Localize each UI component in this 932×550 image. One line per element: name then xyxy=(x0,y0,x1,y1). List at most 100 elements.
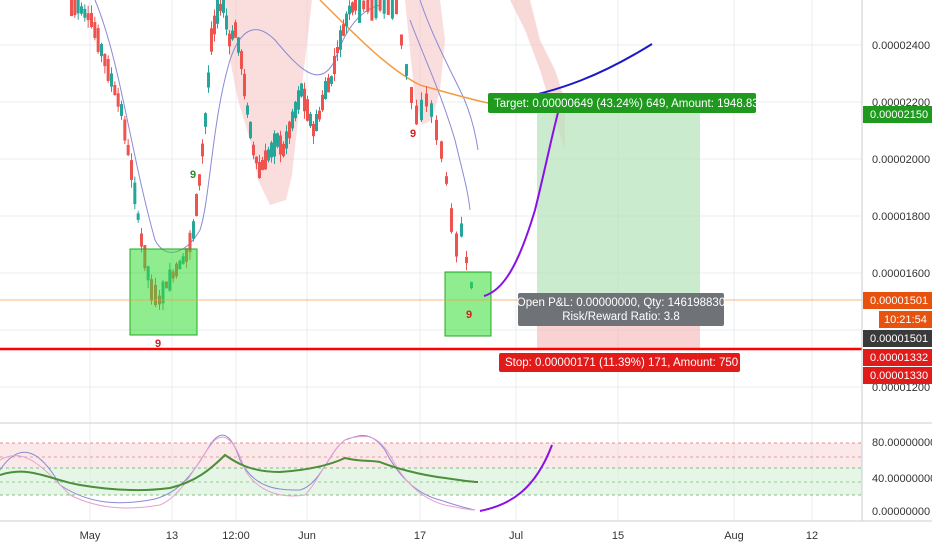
price-tick: 0.00001600 xyxy=(872,268,930,280)
target-price-badge xyxy=(863,106,932,123)
candle-body xyxy=(264,150,267,170)
candle-body xyxy=(303,88,306,112)
candle-body xyxy=(455,233,458,257)
cloud-left xyxy=(225,0,312,205)
cloud-right xyxy=(510,0,565,150)
td-count-red-mid: 9 xyxy=(410,128,416,140)
candle-body xyxy=(201,143,204,157)
candle-body xyxy=(282,143,285,157)
candle-body xyxy=(86,13,90,21)
pnl-label-box[interactable] xyxy=(518,293,724,326)
candle-body xyxy=(70,0,73,17)
candle-body xyxy=(440,141,443,159)
candle-body xyxy=(425,93,428,107)
price-axis[interactable]: 0.00002400 0.00002200 0.00002000 0.00001… xyxy=(872,40,930,394)
candle-body xyxy=(445,176,448,184)
stop-price-text-a: 0.00001332 xyxy=(870,352,928,364)
price-tick: 0.00002400 xyxy=(872,40,930,52)
candle-body xyxy=(430,103,433,117)
last-price-text: 0.00001501 xyxy=(870,333,928,345)
osc-pink-line xyxy=(0,435,476,511)
time-tick: 12 xyxy=(806,530,818,542)
candle-body xyxy=(386,0,390,15)
candle-body xyxy=(188,232,192,253)
countdown-text: 10:21:54 xyxy=(884,314,927,326)
candle-body xyxy=(222,0,225,14)
highlight-box-right[interactable] xyxy=(444,271,492,337)
candle-body xyxy=(390,0,394,19)
time-tick: 12:00 xyxy=(222,530,250,542)
candle-body xyxy=(288,121,291,139)
candle-body xyxy=(267,149,270,161)
candle-body xyxy=(370,0,374,21)
candle-body xyxy=(76,0,80,14)
candle-body xyxy=(366,0,370,12)
candle-body xyxy=(333,55,336,75)
candle-body xyxy=(228,33,231,47)
moving-averages xyxy=(94,0,489,253)
osc-band-upper xyxy=(0,443,862,468)
candle-body xyxy=(378,0,382,11)
candle-body xyxy=(126,144,130,156)
candle-body xyxy=(204,113,207,127)
candle-body xyxy=(210,28,213,52)
cloud xyxy=(225,0,565,205)
stop-price-badge-a xyxy=(863,349,932,366)
candle-body xyxy=(358,0,362,23)
ma-blue-right2 xyxy=(419,0,479,151)
time-tick: Aug xyxy=(724,530,744,542)
candle-body xyxy=(435,119,438,141)
candle-body xyxy=(300,83,303,97)
candle-body xyxy=(110,73,113,87)
candle-body xyxy=(192,221,195,239)
candle-body xyxy=(120,104,123,116)
candle-body xyxy=(410,87,413,103)
target-label-box[interactable] xyxy=(488,93,756,113)
current-price-badge xyxy=(863,292,932,309)
candle-body xyxy=(96,28,100,52)
candle-body xyxy=(400,34,403,46)
candle-body xyxy=(116,93,120,107)
candle-body xyxy=(321,94,324,111)
candle-body xyxy=(318,110,321,120)
candle-body xyxy=(83,8,87,18)
ma-orange xyxy=(319,0,489,104)
candle-body xyxy=(80,6,83,14)
candle-body xyxy=(237,37,240,53)
candle-body xyxy=(258,162,261,178)
candle-body xyxy=(231,30,234,40)
candle-body xyxy=(93,22,97,38)
osc-axis[interactable]: 80.00000000 40.00000000 0.00000000 xyxy=(872,437,932,518)
td-count-red-right: 9 xyxy=(466,309,472,321)
candle-body xyxy=(140,233,143,247)
highlight-box-left[interactable] xyxy=(129,248,198,336)
candle-body xyxy=(450,208,453,232)
candle-body xyxy=(216,0,219,24)
stop-label-box[interactable] xyxy=(499,353,740,372)
countdown-badge xyxy=(879,311,932,328)
candle-body xyxy=(219,3,222,12)
candle-body xyxy=(270,142,273,158)
candle-body xyxy=(348,5,351,15)
time-axis[interactable]: May 13 12:00 Jun 17 Jul 15 Aug 12 xyxy=(80,530,819,542)
price-tick: 0.00001800 xyxy=(872,211,930,223)
candle-body xyxy=(354,0,357,11)
candle-body xyxy=(382,0,386,14)
candle-body xyxy=(279,135,282,155)
candle-body xyxy=(345,13,348,27)
candle-body xyxy=(240,51,243,69)
risk-reward-label: Risk/Reward Ratio: 3.8 xyxy=(562,311,680,323)
stop-price-badge-b xyxy=(863,367,932,384)
current-price-text: 0.00001501 xyxy=(870,295,928,307)
ma-blue-right xyxy=(409,19,471,211)
candle-body xyxy=(106,59,110,81)
osc-tick: 40.00000000 xyxy=(872,473,932,485)
candle-body xyxy=(273,133,276,157)
target-zone[interactable] xyxy=(537,102,700,300)
candle-body xyxy=(415,105,418,125)
candle-body xyxy=(252,144,255,156)
candle-body xyxy=(243,73,246,97)
candle-body xyxy=(336,46,339,54)
